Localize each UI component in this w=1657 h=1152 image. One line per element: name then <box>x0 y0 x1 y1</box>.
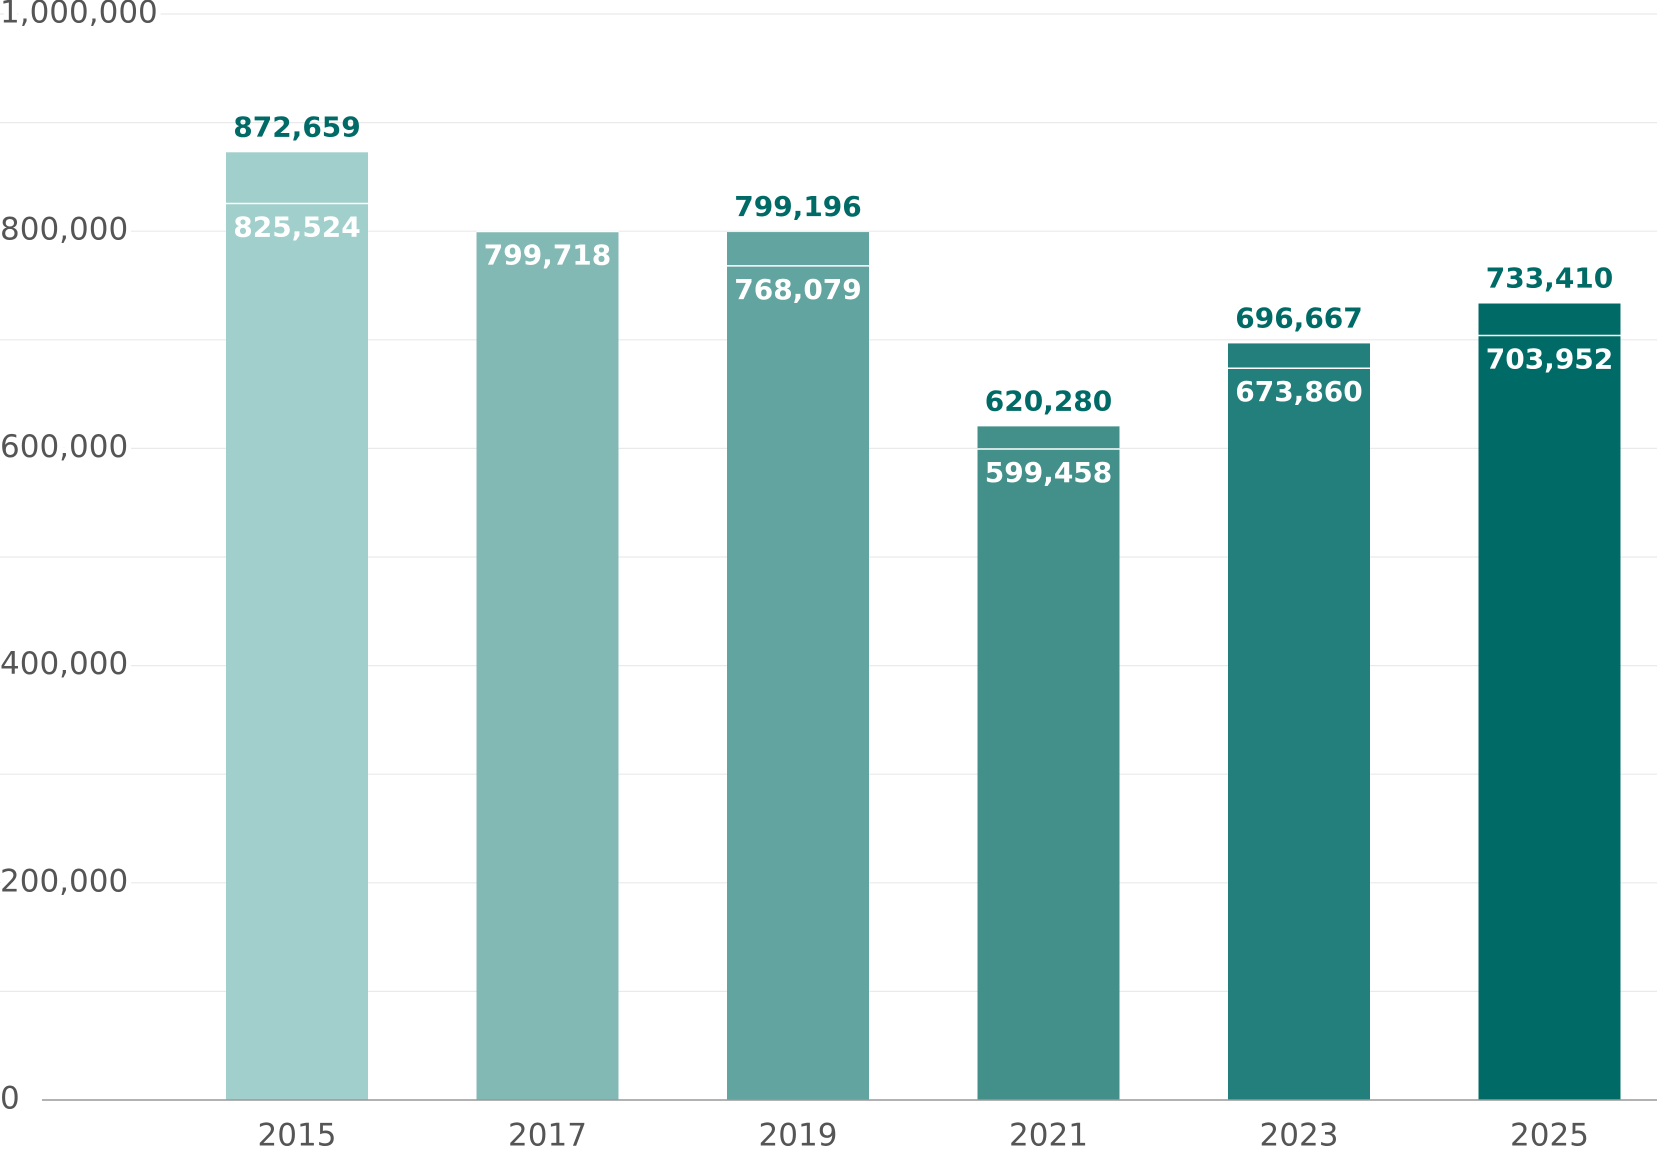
y-tick-label: 800,000 <box>0 212 128 248</box>
bar <box>1228 368 1370 1100</box>
y-tick-label: 600,000 <box>0 429 128 465</box>
bar <box>1478 335 1621 1100</box>
value-label: 825,524 <box>233 210 361 243</box>
y-tick-label: 1,000,000 <box>0 0 158 31</box>
bar <box>226 203 368 1100</box>
y-tick-label: 200,000 <box>0 863 128 899</box>
x-tick-label: 2023 <box>1260 1118 1339 1152</box>
x-tick-label: 2025 <box>1510 1118 1589 1152</box>
value-label: 703,952 <box>1486 343 1614 376</box>
total-label: 696,667 <box>1235 301 1363 334</box>
x-tick-label: 2019 <box>759 1118 838 1152</box>
value-label: 799,718 <box>484 239 612 272</box>
bar <box>727 265 869 1100</box>
x-tick-label: 2017 <box>508 1118 587 1152</box>
y-tick-label: 0 <box>0 1081 20 1117</box>
total-label: 620,280 <box>985 384 1113 417</box>
bar <box>476 231 619 1101</box>
x-tick-label: 2015 <box>258 1118 337 1152</box>
bar <box>977 448 1120 1100</box>
total-label: 872,659 <box>233 110 361 143</box>
value-label: 768,079 <box>734 273 862 306</box>
total-label: 733,410 <box>1486 262 1614 295</box>
y-tick-label: 400,000 <box>0 646 128 682</box>
total-label: 799,196 <box>734 190 862 223</box>
value-label: 673,860 <box>1235 375 1363 408</box>
x-tick-label: 2021 <box>1009 1118 1088 1152</box>
value-label: 599,458 <box>985 456 1113 489</box>
